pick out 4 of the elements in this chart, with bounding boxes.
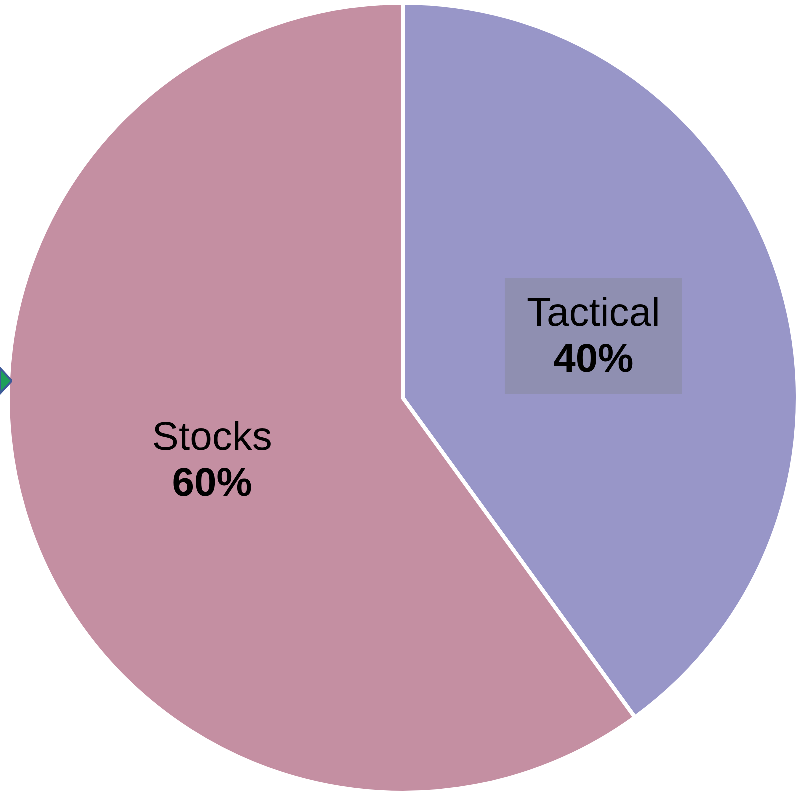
data-label: 40% bbox=[554, 337, 634, 382]
slice-label: Stocks bbox=[152, 414, 272, 459]
data-label: 60% bbox=[172, 460, 252, 505]
slice-label: Tactical bbox=[526, 291, 660, 336]
